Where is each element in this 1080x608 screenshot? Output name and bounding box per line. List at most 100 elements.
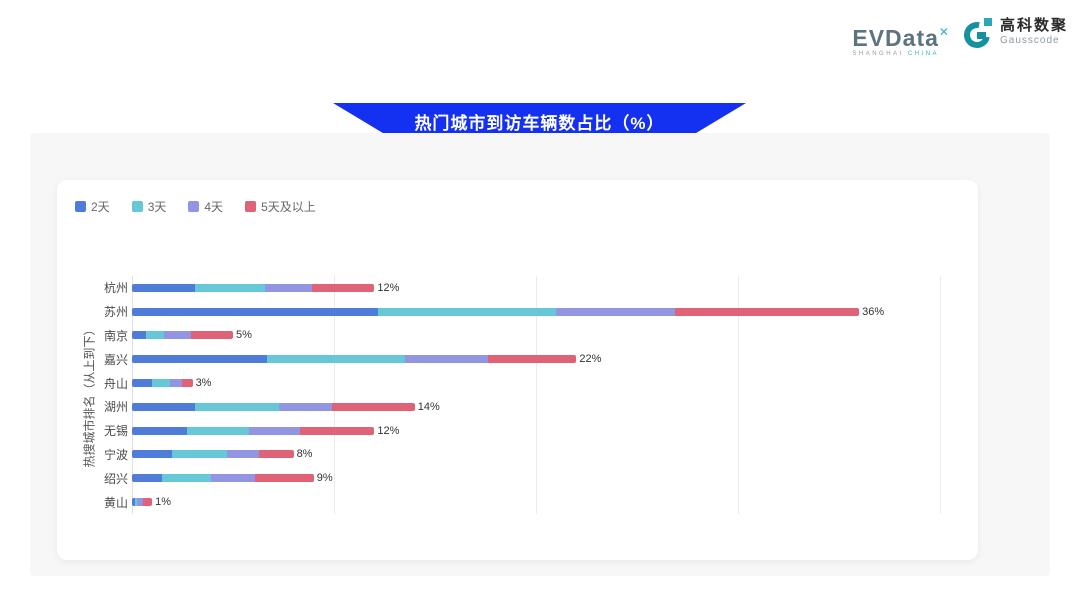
value-label: 1%	[155, 496, 172, 509]
chart-row: 黄山 1%	[75, 490, 940, 514]
bar-area: 1%	[132, 496, 940, 508]
category-label: 绍兴	[103, 471, 128, 486]
legend-item[interactable]: 2天	[75, 198, 110, 215]
bar-segment	[132, 498, 136, 507]
bar-segment	[182, 379, 193, 388]
value-label: 12%	[377, 424, 400, 437]
value-label: 14%	[417, 400, 440, 413]
bar-segment	[132, 355, 268, 364]
bar-segment	[170, 379, 183, 388]
bar-stack	[132, 402, 415, 411]
value-label: 36%	[862, 305, 885, 318]
bar-segment	[135, 498, 138, 507]
value-label: 5%	[235, 329, 252, 342]
bar-segment	[194, 402, 280, 411]
bar-segment	[378, 307, 557, 316]
bar-segment	[132, 379, 153, 388]
chart-row: 无锡 12%	[75, 419, 940, 443]
legend: 2天 3天 4天 5天及以上	[75, 198, 325, 215]
plot-area	[132, 276, 941, 514]
legend-swatch-icon	[245, 201, 257, 212]
bar-segment	[132, 474, 163, 483]
bar-segment	[162, 474, 211, 483]
bar-stack	[132, 379, 193, 388]
gridline	[536, 276, 537, 514]
bar-segment	[267, 355, 405, 364]
bar-segment	[152, 379, 171, 388]
value-label: 22%	[579, 353, 602, 366]
bar-area: 36%	[132, 306, 940, 318]
legend-label: 5天及以上	[261, 200, 316, 214]
chart-row: 宁波 8%	[75, 443, 940, 467]
header-logos: EVData✕ SHANGHAI CHINA 高科数聚 Gausscode	[852, 16, 1068, 57]
bar-area: 22%	[132, 353, 940, 365]
evdata-subtext: SHANGHAI CHINA	[852, 51, 940, 57]
gausscode-g-icon	[963, 18, 992, 48]
gridline	[738, 276, 739, 514]
bar-stack	[132, 283, 375, 292]
bar-area: 8%	[132, 448, 940, 460]
bar-area: 14%	[132, 401, 940, 413]
bar-stack	[132, 426, 375, 435]
page-title: 热门城市到访车辆数占比（%）	[414, 113, 665, 133]
bar-segment	[404, 355, 488, 364]
chart-row: 杭州 12%	[75, 276, 940, 300]
bar-area: 9%	[132, 472, 940, 484]
chart-row: 嘉兴 22%	[75, 347, 940, 371]
legend-item[interactable]: 3天	[131, 198, 167, 215]
gridline	[940, 276, 941, 514]
bar-segment	[194, 283, 266, 292]
value-label: 9%	[316, 472, 333, 485]
bar-stack	[132, 307, 860, 316]
gausscode-cn-name: 高科数聚	[999, 17, 1068, 34]
chart-row: 湖州 14%	[75, 395, 940, 419]
bar-segment	[265, 283, 312, 292]
chart-row: 南京 5%	[75, 324, 940, 348]
bar-stack	[132, 355, 577, 364]
chart-rows: 杭州 12% 苏州 36% 南京 5% 嘉兴 22% 舟山 3% 湖州 14% 无锡 12% 宁波 8% 绍兴 9…	[75, 276, 940, 514]
bar-segment	[249, 426, 300, 435]
bar-segment	[259, 450, 294, 459]
bar-stack	[132, 498, 153, 507]
category-label: 苏州	[103, 305, 128, 320]
bar-segment	[172, 450, 227, 459]
value-label: 3%	[195, 377, 212, 390]
bar-segment	[143, 498, 153, 507]
bar-stack	[132, 450, 294, 459]
bar-segment	[556, 307, 676, 316]
y-axis-line	[132, 276, 133, 514]
category-label: 无锡	[103, 424, 128, 439]
category-label: 黄山	[103, 495, 128, 510]
bar-segment	[255, 474, 314, 483]
chart-row: 苏州 36%	[75, 300, 940, 324]
bar-segment	[132, 331, 147, 340]
bar-area: 12%	[132, 282, 940, 294]
bar-area: 3%	[132, 377, 940, 389]
evdata-logo: EVData✕ SHANGHAI CHINA	[852, 16, 950, 57]
bar-segment	[487, 355, 577, 364]
legend-swatch-icon	[75, 201, 86, 212]
bar-segment	[137, 498, 144, 507]
category-label: 湖州	[103, 400, 128, 415]
value-label: 8%	[296, 448, 313, 461]
category-label: 杭州	[103, 281, 128, 296]
evdata-wordmark: EVData✕	[852, 25, 950, 51]
evdata-x-icon: ✕	[938, 25, 950, 39]
bar-area: 12%	[132, 425, 940, 437]
legend-label: 2天	[91, 200, 110, 214]
gausscode-en-name: Gausscode	[999, 35, 1060, 46]
bar-stack	[132, 331, 233, 340]
bar-segment	[331, 402, 415, 411]
legend-label: 3天	[147, 200, 167, 214]
legend-item[interactable]: 5天及以上	[245, 198, 316, 215]
value-label: 12%	[377, 281, 400, 294]
bar-segment	[132, 450, 173, 459]
chart-row: 舟山 3%	[75, 371, 940, 395]
category-label: 宁波	[103, 447, 128, 462]
legend-swatch-icon	[131, 201, 143, 212]
legend-item[interactable]: 4天	[188, 198, 223, 215]
bar-segment	[132, 307, 379, 316]
bar-segment	[311, 283, 375, 292]
category-label: 舟山	[103, 376, 128, 391]
bar-segment	[279, 402, 332, 411]
